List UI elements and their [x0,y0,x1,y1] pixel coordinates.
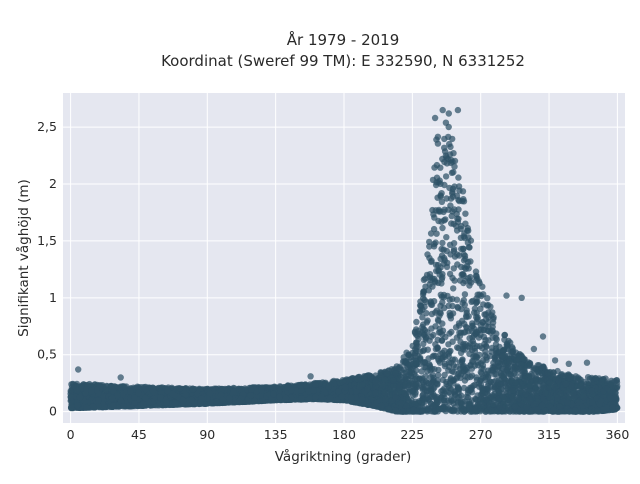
data-point [426,287,432,293]
data-point [447,144,453,150]
data-point [454,297,460,303]
chart-subtitle: Koordinat (Sweref 99 TM): E 332590, N 63… [161,52,525,70]
data-point [417,309,423,315]
data-point [466,282,472,288]
chart-title: År 1979 - 2019 [287,30,400,49]
data-point [447,297,453,303]
data-point [430,177,436,183]
data-point [450,285,456,291]
data-point [439,240,445,246]
data-point [481,334,487,340]
data-point [494,336,500,342]
data-point [451,240,457,246]
data-point [462,221,468,227]
data-point [473,299,479,305]
data-point [418,368,424,374]
data-point [454,304,460,310]
data-point [430,332,436,338]
data-point [447,202,453,208]
data-point [442,216,448,222]
data-point [455,174,461,180]
data-point [451,248,457,254]
data-point [452,253,458,259]
data-point [435,218,441,224]
data-point [443,120,449,126]
data-point [441,136,447,142]
data-point [435,134,441,140]
data-point [462,291,468,297]
data-point [476,352,482,358]
data-point [444,264,450,270]
data-point [585,374,591,380]
data-point [443,173,449,179]
data-point [455,206,461,212]
data-point [459,356,465,362]
data-point [466,244,472,250]
data-point [413,319,419,325]
data-point [424,251,430,257]
data-point [483,357,489,363]
data-point [447,271,453,277]
data-point [446,348,452,354]
data-point [443,234,449,240]
data-point [441,397,447,403]
data-point [431,164,437,170]
